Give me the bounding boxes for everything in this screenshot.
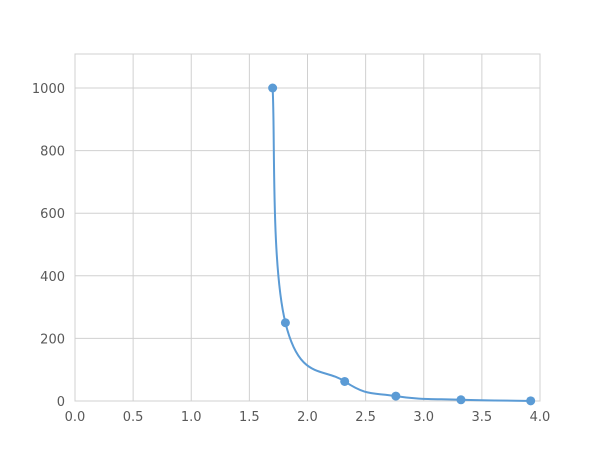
data-point <box>280 318 290 328</box>
x-tick-label: 1.0 <box>181 410 202 425</box>
x-tick-label: 0.0 <box>65 410 86 425</box>
series <box>268 83 536 406</box>
x-tick-label: 0.5 <box>123 410 144 425</box>
data-point <box>340 376 350 386</box>
y-tick-label: 200 <box>40 332 65 347</box>
data-point <box>456 395 466 405</box>
y-tick-label: 0 <box>57 395 65 410</box>
y-tick-label: 400 <box>40 270 65 285</box>
data-point <box>268 83 278 93</box>
y-tick-label: 1000 <box>32 82 65 97</box>
x-tick-label: 2.0 <box>297 410 318 425</box>
y-tick-label: 600 <box>40 207 65 222</box>
x-tick-label: 4.0 <box>530 410 551 425</box>
x-tick-label: 2.5 <box>355 410 376 425</box>
data-point <box>526 396 536 406</box>
series-line <box>271 87 531 402</box>
x-tick-label: 3.0 <box>413 410 434 425</box>
x-tick-label: 1.5 <box>239 410 260 425</box>
y-tick-label: 800 <box>40 145 65 160</box>
data-point <box>391 391 401 401</box>
x-tick-label: 3.5 <box>472 410 493 425</box>
grid <box>74 53 541 402</box>
tick-labels: 0.0 0.5 1.0 1.5 2.0 2.5 3.0 3.5 4.0 0 200 400 600 800… <box>32 82 550 425</box>
